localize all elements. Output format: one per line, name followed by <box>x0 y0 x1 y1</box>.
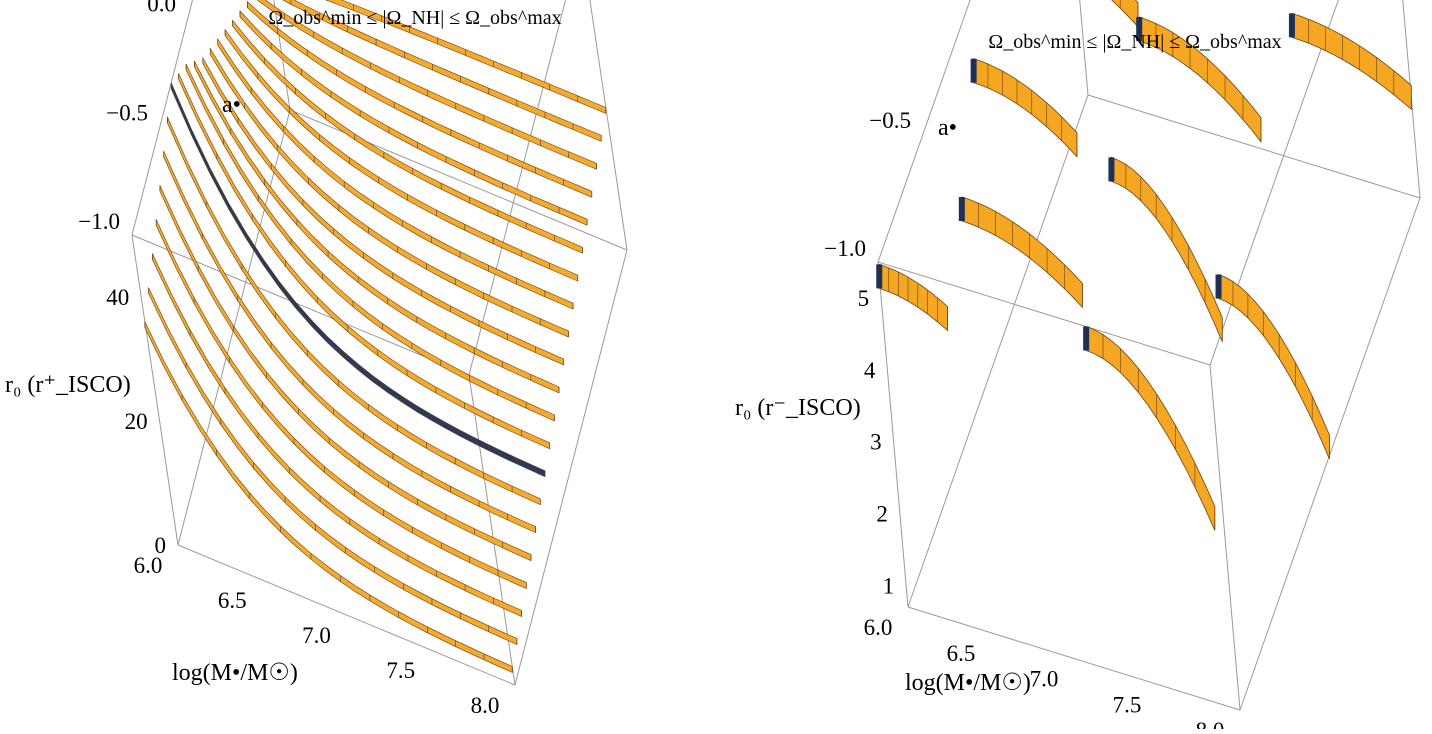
box-edge <box>1402 0 1421 199</box>
box-edge <box>468 0 567 376</box>
band-edge <box>1288 13 1295 38</box>
surface-ribbon <box>148 287 518 645</box>
x-axis-label: log(M•/M☉) <box>172 660 298 686</box>
surface-band <box>1291 12 1412 111</box>
surface-band <box>1111 156 1223 342</box>
box-edge <box>468 374 516 686</box>
band-edge <box>876 264 883 289</box>
box-edge <box>1209 0 1339 366</box>
z-tick-label: 0 <box>155 533 167 558</box>
z-tick-label: 3 <box>870 430 882 455</box>
chart-title: Ω_obs^min ≤ |Ω_NH| ≤ Ω_obs^max <box>988 31 1281 53</box>
chart-panel-right: 6.06.57.07.58.0−1.0−0.50.00.51.012345 Ω_… <box>735 0 1421 734</box>
surface-ribbon <box>185 63 555 422</box>
surface-ribbon <box>247 0 593 198</box>
y-tick-label: 0.0 <box>147 0 176 17</box>
y-tick-label: −0.5 <box>106 100 148 125</box>
box-edge <box>1087 94 1421 199</box>
z-axis-label: r₀ (r⁻_ISCO) <box>735 395 861 421</box>
surface-ribbon <box>217 38 574 310</box>
z-tick-label: 20 <box>125 409 148 434</box>
band-edge <box>958 196 965 221</box>
surface-ribbon <box>170 82 546 478</box>
surface-band <box>973 58 1078 158</box>
box-edge <box>589 0 628 251</box>
box-edge <box>514 249 628 686</box>
x-axis-label: log(M•/M☉) <box>905 670 1031 696</box>
band-edge <box>1083 326 1090 351</box>
x-tick-label: 6.5 <box>947 641 976 666</box>
y-tick-label: −0.5 <box>869 108 911 133</box>
box-edge <box>131 0 194 236</box>
box-edge <box>907 606 1241 711</box>
box-edge <box>177 544 516 686</box>
box-edge <box>877 261 1211 366</box>
x-tick-label: 6.5 <box>218 588 247 613</box>
x-tick-label: 6.0 <box>864 615 893 640</box>
x-tick-label: 7.5 <box>386 658 415 683</box>
z-tick-label: 40 <box>106 285 129 310</box>
y-tick-label: −1.0 <box>824 236 866 261</box>
box-edge <box>131 234 179 546</box>
x-tick-label: 7.5 <box>1113 692 1142 717</box>
z-tick-label: 1 <box>883 573 895 598</box>
surface-band <box>961 196 1083 309</box>
band-edge <box>970 58 977 83</box>
box-edge <box>1239 197 1421 711</box>
x-tick-label: 8.0 <box>471 693 500 718</box>
box-edge <box>131 234 470 376</box>
surface-band <box>1085 325 1216 531</box>
y-tick-label: 0.0 <box>927 0 956 5</box>
x-tick-label: 8.0 <box>1196 718 1225 729</box>
y-axis-label: a• <box>938 115 957 141</box>
chart-title: Ω_obs^min ≤ |Ω_NH| ≤ Ω_obs^max <box>268 7 561 29</box>
box-edge <box>907 94 1089 608</box>
band-edge <box>1108 157 1115 182</box>
band-edge <box>1136 17 1143 42</box>
y-axis-label: a• <box>222 92 241 118</box>
z-tick-label: 5 <box>858 286 870 311</box>
z-tick-label: 4 <box>864 358 876 383</box>
surface-marks <box>876 0 1412 531</box>
box-edge <box>877 0 971 263</box>
x-tick-label: 6.0 <box>134 553 163 578</box>
box-edge <box>1079 0 1089 96</box>
box-edge <box>1209 364 1241 711</box>
box-edge <box>877 261 909 608</box>
x-tick-label: 7.0 <box>302 623 331 648</box>
y-tick-label: −1.0 <box>78 209 120 234</box>
band-edge <box>1215 274 1222 299</box>
surface-ribbon <box>232 19 583 254</box>
z-tick-label: 2 <box>876 502 888 527</box>
surface-marks <box>144 0 607 673</box>
x-tick-label: 7.0 <box>1030 667 1059 692</box>
z-axis-label: r₀ (r⁺_ISCO) <box>5 372 131 398</box>
surface-band <box>1218 273 1330 459</box>
